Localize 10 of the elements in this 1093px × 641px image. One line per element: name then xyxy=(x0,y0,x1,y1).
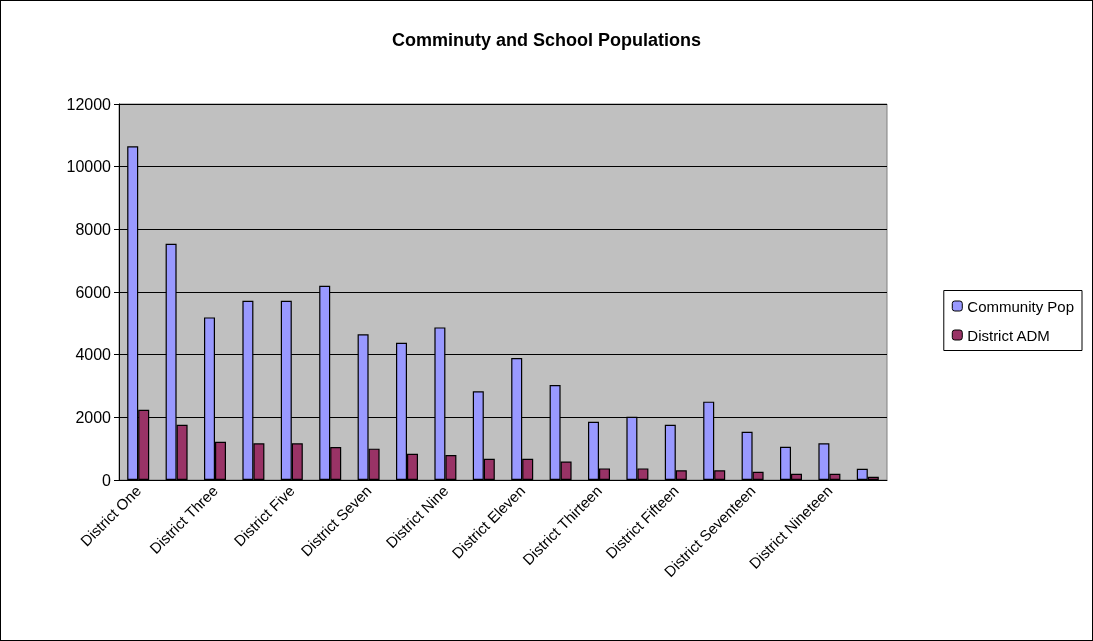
y-tick-label: 4000 xyxy=(75,346,112,364)
y-tick-label: 12000 xyxy=(66,95,112,113)
y-tick-label: 2000 xyxy=(75,408,112,426)
legend-label: District ADM xyxy=(967,326,1050,344)
y-tick-label: 8000 xyxy=(75,220,112,238)
y-tick-label: 0 xyxy=(102,471,112,489)
y-tick-label: 6000 xyxy=(75,283,112,301)
y-tick-label: 10000 xyxy=(66,158,112,176)
chart-title: Comminuty and School Populations xyxy=(391,30,702,50)
legend-label: Community Pop xyxy=(967,297,1075,315)
